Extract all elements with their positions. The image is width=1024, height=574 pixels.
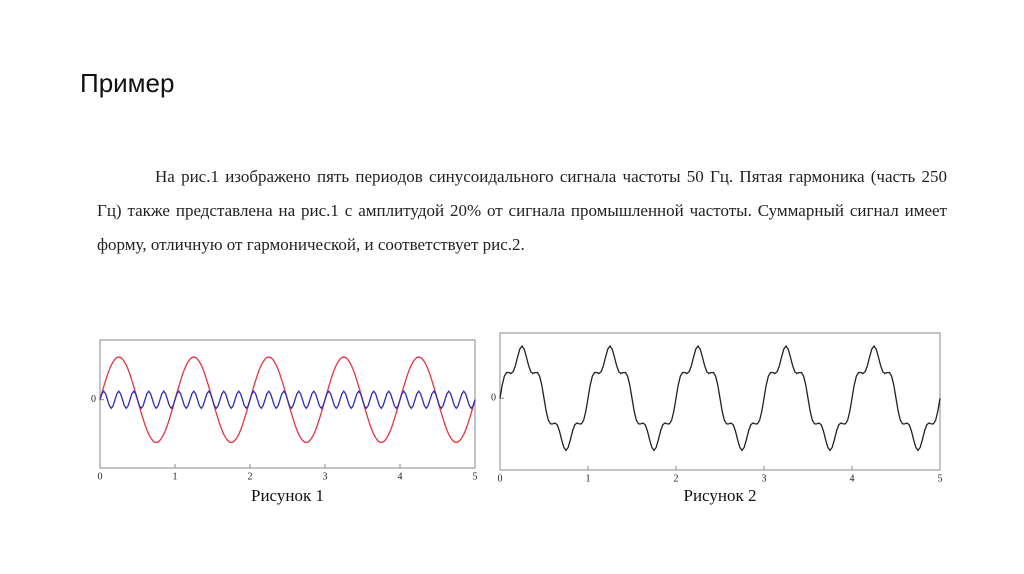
paragraph: На рис.1 изображено пять периодов синусо… bbox=[97, 167, 947, 254]
x-tick-label: 2 bbox=[674, 473, 679, 484]
x-tick-label: 3 bbox=[762, 473, 767, 484]
x-tick-label: 5 bbox=[938, 473, 943, 484]
signal-line bbox=[99, 390, 476, 410]
y-tick-label: 0 bbox=[491, 393, 496, 404]
x-tick-label: 1 bbox=[586, 473, 591, 484]
x-tick-label: 4 bbox=[850, 473, 855, 484]
x-tick-label: 0 bbox=[498, 473, 503, 484]
figure-caption: Рисунок 2 bbox=[684, 486, 757, 505]
slide-title: Пример bbox=[80, 68, 175, 98]
x-tick-label: 0 bbox=[98, 471, 103, 482]
plot-frame bbox=[99, 339, 476, 469]
y-tick-label: 0 bbox=[91, 394, 96, 405]
x-tick-label: 5 bbox=[473, 471, 478, 482]
x-tick-label: 3 bbox=[323, 471, 328, 482]
x-tick-label: 1 bbox=[173, 471, 178, 482]
signal-line bbox=[499, 344, 941, 452]
x-tick-label: 4 bbox=[398, 471, 403, 482]
figure-caption: Рисунок 1 bbox=[251, 486, 324, 505]
x-tick-label: 2 bbox=[248, 471, 253, 482]
